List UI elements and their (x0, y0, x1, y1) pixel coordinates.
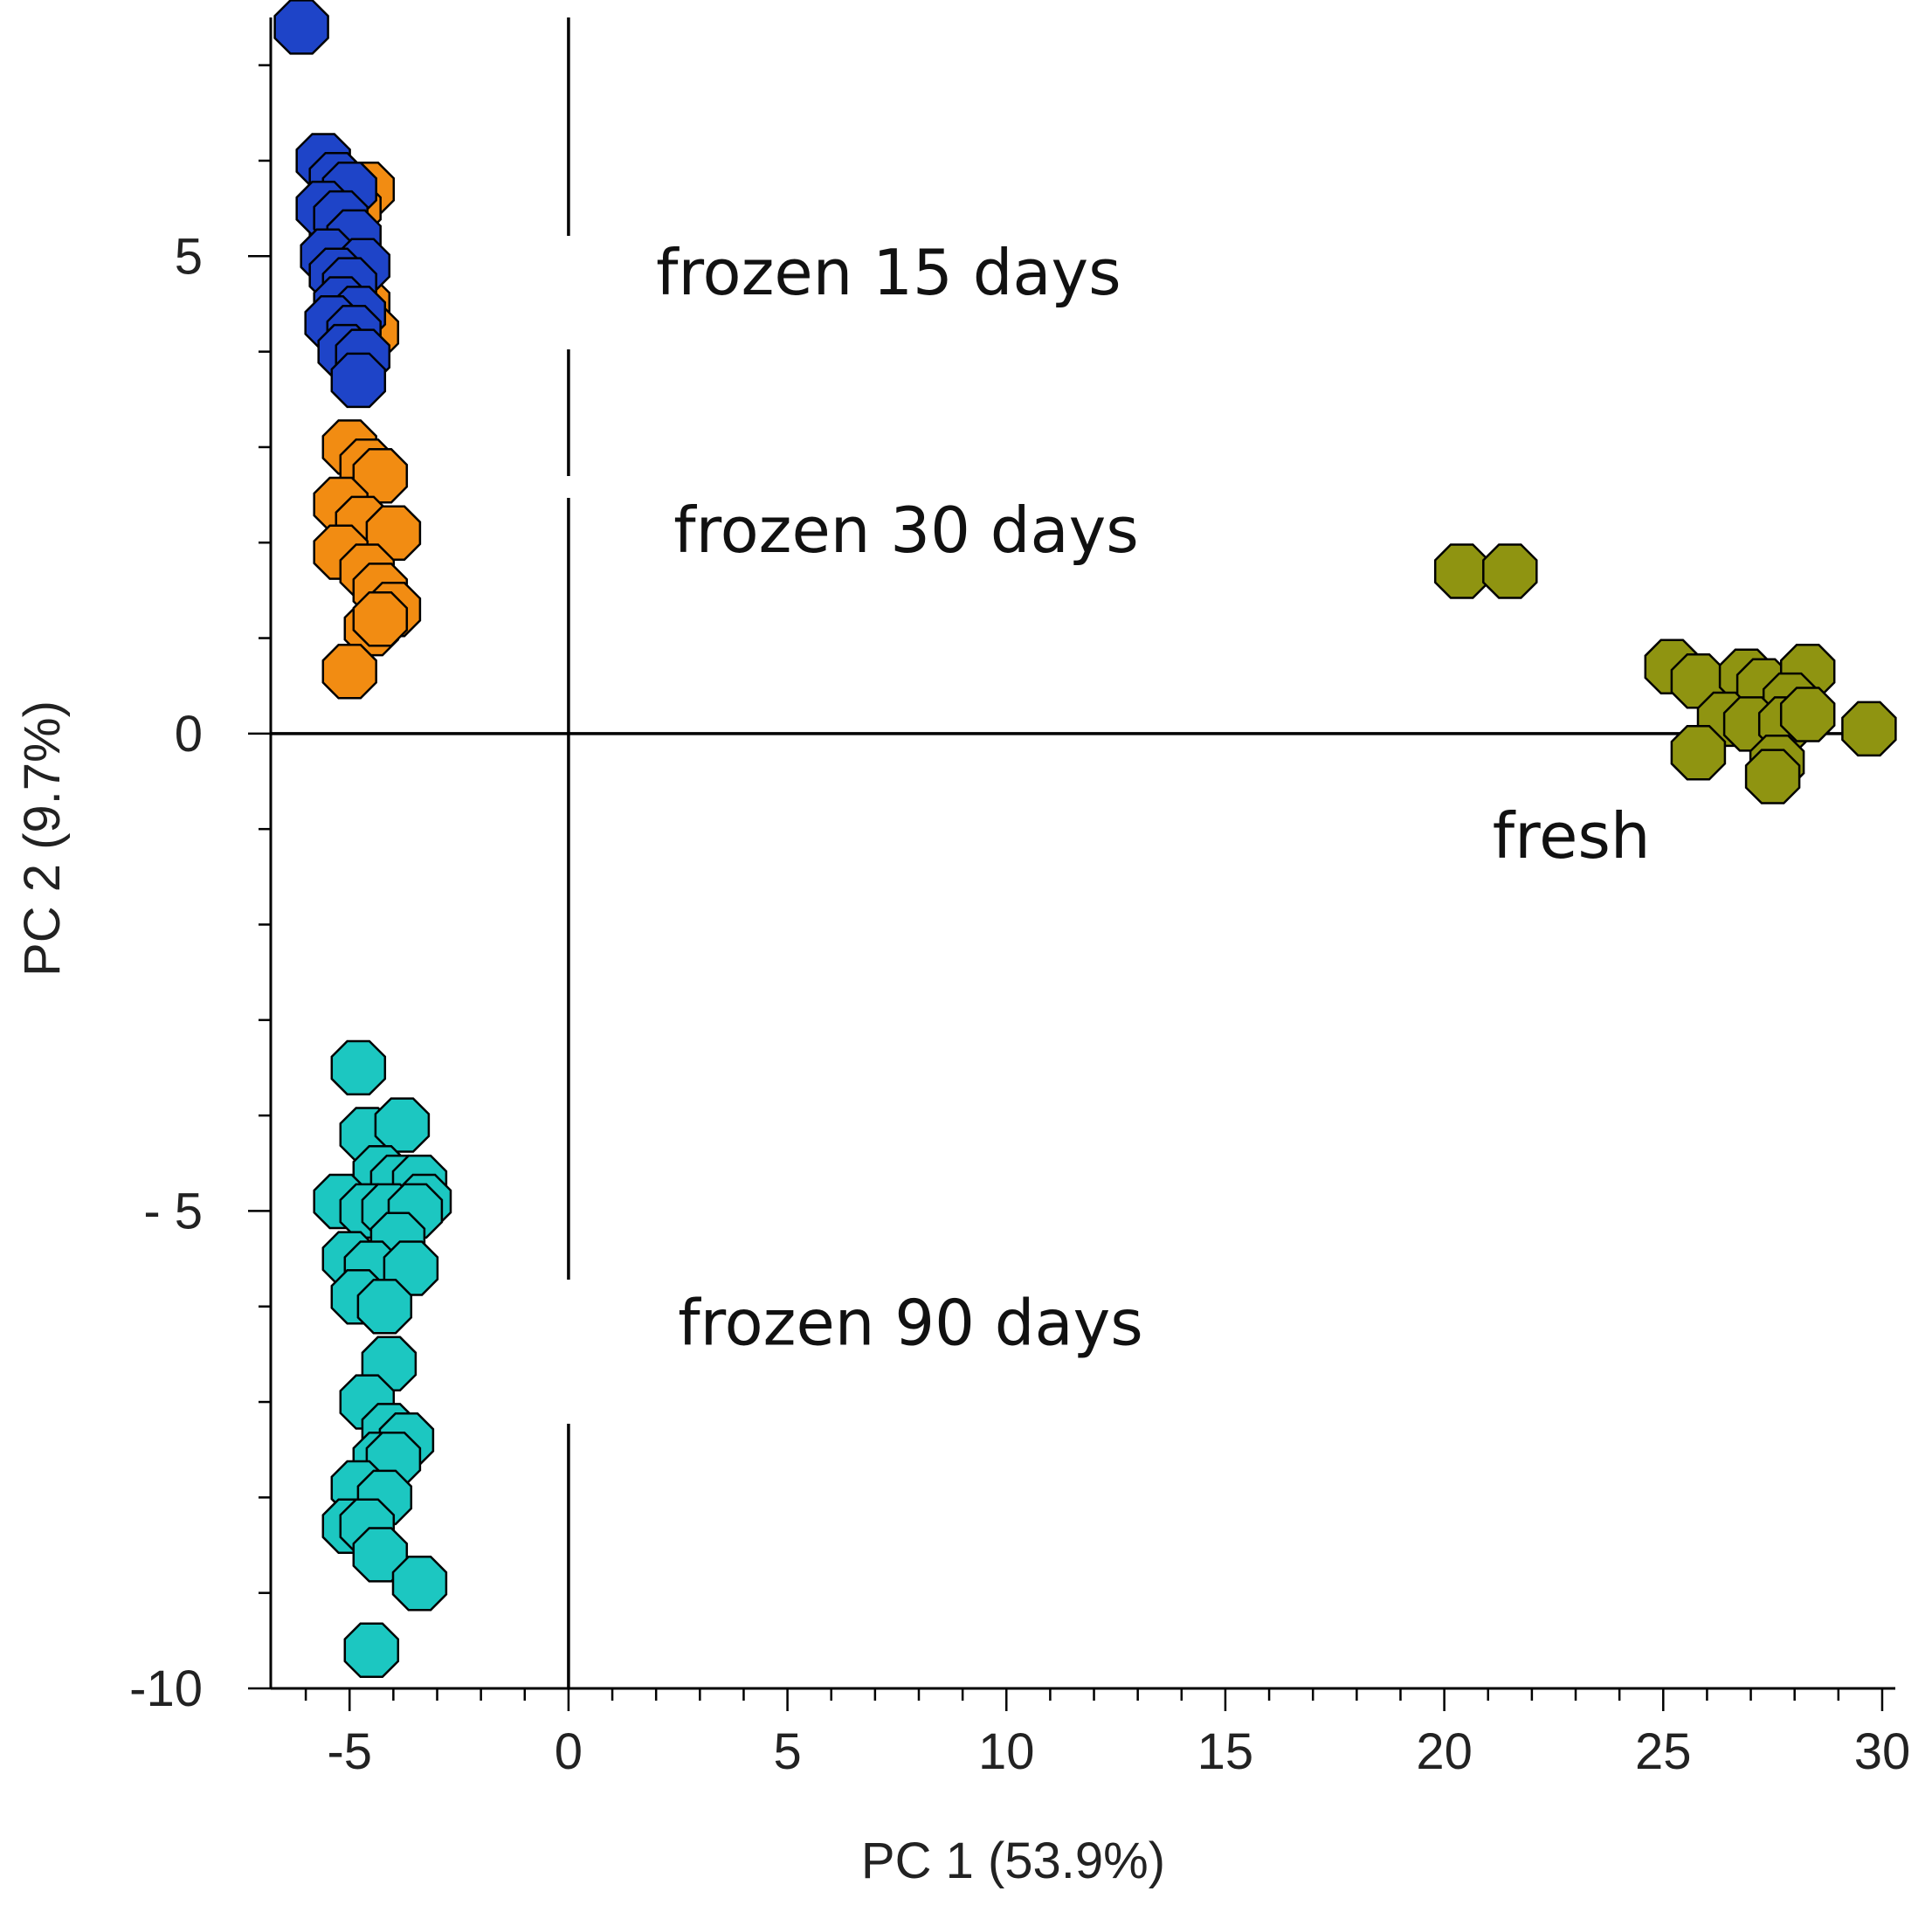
cluster-label: frozen 90 days (678, 1286, 1142, 1359)
cluster-label: frozen 15 days (656, 236, 1121, 309)
series-3 (1433, 543, 1897, 804)
series-2 (313, 1039, 452, 1679)
data-point (1482, 543, 1538, 599)
x-tick-label: 30 (1854, 1723, 1911, 1780)
x-axis-title: PC 1 (53.9%) (861, 1833, 1165, 1889)
y-tick-label: 0 (175, 706, 203, 763)
data-point (352, 590, 409, 647)
data-point (352, 447, 409, 504)
data-point (1779, 687, 1836, 742)
cluster-label: fresh (1493, 799, 1651, 873)
data-point (1841, 701, 1897, 757)
data-point (330, 352, 387, 409)
y-tick-label: 5 (175, 228, 203, 285)
x-tick-label: 15 (1197, 1723, 1254, 1780)
x-tick-label: 25 (1635, 1723, 1692, 1780)
data-point (356, 1279, 413, 1335)
x-tick-label: 0 (555, 1723, 583, 1780)
cluster-label: frozen 30 days (673, 494, 1138, 567)
cluster-annotations: frozen 15 days frozen 30 days fresh frozen … (656, 236, 1650, 1359)
data-point (273, 0, 329, 55)
data-point (352, 1527, 409, 1583)
x-tick-label: -5 (327, 1723, 372, 1780)
y-tick-label: - 5 (143, 1183, 203, 1239)
y-axis-title: PC 2 (9.7%) (14, 701, 71, 977)
x-tick-label: 10 (978, 1723, 1035, 1780)
data-point (374, 1097, 431, 1153)
x-tick-label: 5 (773, 1723, 801, 1780)
reference-lines (271, 17, 1895, 1688)
data-point (343, 1622, 400, 1679)
data-point (321, 644, 377, 700)
data-point (330, 1039, 387, 1096)
data-point (1744, 749, 1801, 804)
x-tick-label: 20 (1416, 1723, 1473, 1780)
data-points (273, 0, 1897, 1679)
data-point (1433, 543, 1490, 599)
data-point (1670, 724, 1727, 781)
series-1 (273, 0, 391, 409)
y-tick-label: -10 (129, 1660, 203, 1717)
axes: -5 0 5 10 15 20 25 30 -10 - 5 0 5 (129, 17, 1910, 1780)
data-point (391, 1556, 448, 1612)
